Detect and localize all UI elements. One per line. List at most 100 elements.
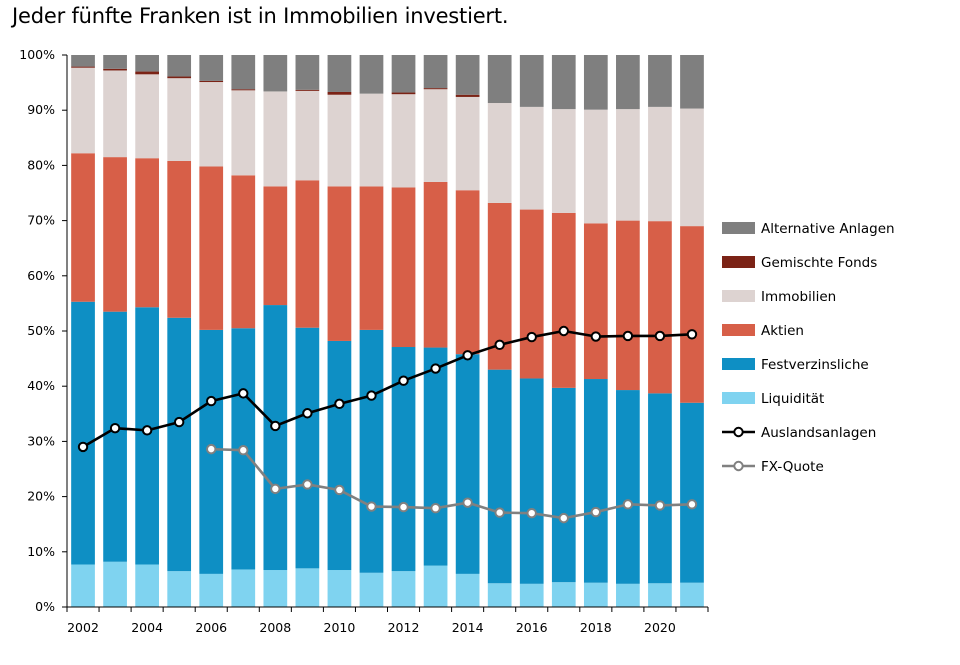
legend-swatch <box>722 324 755 336</box>
bar-liquiditat-2012 <box>391 571 416 607</box>
legend-item-fx-quote: FX-Quote <box>722 459 824 475</box>
bar-alternative-anlagen-2007 <box>231 55 256 90</box>
bar-aktien-2014 <box>455 190 480 355</box>
bar-alternative-anlagen-2003 <box>103 55 127 69</box>
legend-item-festverzinsliche: Festverzinsliche <box>722 357 869 373</box>
bar-aktien-2009 <box>295 180 320 328</box>
bar-alternative-anlagen-2016 <box>519 55 544 107</box>
bar-alternative-anlagen-2010 <box>327 55 352 92</box>
bar-gemischte-fonds-2014 <box>455 94 480 97</box>
bar-gemischte-fonds-2002 <box>71 66 95 68</box>
bar-aktien-2013 <box>423 181 448 348</box>
point-fx-quote-2013 <box>430 502 441 514</box>
point-fx-quote-2014 <box>462 497 473 508</box>
y-tick-label: 30% <box>27 433 55 448</box>
bar-liquiditat-2011 <box>359 572 384 607</box>
point-auslandsanlagen-2009 <box>302 408 313 419</box>
bar-festverzinsliche-2005 <box>167 317 192 572</box>
bar-immobilien-2017 <box>551 109 576 213</box>
bar-aktien-2021 <box>680 226 704 403</box>
point-auslandsanlagen-2007 <box>238 388 249 399</box>
bar-aktien-2005 <box>167 160 192 318</box>
x-tick-label: 2016 <box>516 620 548 635</box>
bar-liquiditat-2007 <box>231 569 256 607</box>
bar-aktien-2019 <box>616 220 640 391</box>
bar-immobilien-2006 <box>199 82 224 167</box>
bar-alternative-anlagen-2014 <box>455 55 480 95</box>
bar-immobilien-2010 <box>327 94 352 187</box>
y-tick-label: 50% <box>27 323 55 338</box>
bar-festverzinsliche-2009 <box>295 327 320 569</box>
bar-gemischte-fonds-2009 <box>295 89 320 91</box>
bar-festverzinsliche-2021 <box>680 402 704 583</box>
point-auslandsanlagen-2013 <box>430 363 441 374</box>
bar-alternative-anlagen-2004 <box>135 55 159 72</box>
bar-aktien-2016 <box>519 209 544 379</box>
legend-label: Festverzinsliche <box>761 357 869 373</box>
legend-label: Gemischte Fonds <box>761 255 877 271</box>
bar-liquiditat-2015 <box>487 583 512 607</box>
point-auslandsanlagen-2003 <box>109 422 121 434</box>
bar-aktien-2012 <box>391 187 416 348</box>
bar-aktien-2011 <box>359 186 384 330</box>
point-auslandsanlagen-2004 <box>141 425 153 436</box>
bar-aktien-2020 <box>648 221 672 394</box>
bar-immobilien-2008 <box>263 91 288 187</box>
point-auslandsanlagen-2014 <box>462 350 473 361</box>
bar-festverzinsliche-2020 <box>648 393 672 584</box>
point-auslandsanlagen-2020 <box>654 330 666 342</box>
bar-immobilien-2016 <box>519 106 544 210</box>
bar-alternative-anlagen-2013 <box>423 55 448 89</box>
bar-gemischte-fonds-2006 <box>199 80 224 83</box>
bar-liquiditat-2020 <box>648 583 672 607</box>
legend-item-aktien: Aktien <box>722 323 804 339</box>
bar-immobilien-2007 <box>231 90 256 176</box>
point-fx-quote-2019 <box>622 499 634 510</box>
bar-liquiditat-2004 <box>135 564 159 607</box>
line-auslandsanlagen <box>82 329 693 449</box>
bar-aktien-2003 <box>103 157 127 312</box>
axes-layer: 0% 10% 20% 30% 40% 50% 60% 70% 80% 90% 100% 2002 200… <box>19 47 709 635</box>
bar-liquiditat-2013 <box>423 565 448 607</box>
point-fx-quote-2007 <box>238 445 249 456</box>
x-tick-label: 2018 <box>580 620 612 635</box>
bar-immobilien-2018 <box>583 109 608 224</box>
bar-festverzinsliche-2017 <box>551 387 576 583</box>
point-auslandsanlagen-2021 <box>686 329 698 340</box>
y-tick-label: 10% <box>27 544 55 559</box>
legend-label: Alternative Anlagen <box>761 221 895 237</box>
bar-festverzinsliche-2003 <box>103 311 127 562</box>
point-auslandsanlagen-2005 <box>173 416 185 428</box>
bar-immobilien-2013 <box>423 89 448 182</box>
bar-immobilien-2021 <box>680 108 704 227</box>
bar-immobilien-2002 <box>71 67 95 154</box>
bar-liquiditat-2018 <box>583 582 608 607</box>
legend-label: Immobilien <box>761 289 836 305</box>
point-auslandsanlagen-2018 <box>590 331 602 342</box>
bar-aktien-2004 <box>135 158 159 308</box>
point-fx-quote-2020 <box>654 500 666 511</box>
point-auslandsanlagen-2010 <box>334 398 345 410</box>
y-tick-label: 100% <box>19 47 55 62</box>
bar-immobilien-2004 <box>135 74 159 159</box>
point-fx-quote-2016 <box>526 507 537 519</box>
point-auslandsanlagen-2019 <box>622 330 634 342</box>
point-fx-quote-2021 <box>686 499 698 510</box>
point-fx-quote-2011 <box>366 501 377 512</box>
legend-swatch <box>722 392 755 404</box>
bar-alternative-anlagen-2011 <box>359 55 384 94</box>
legend-label: Aktien <box>761 323 804 339</box>
x-tick-label: 2008 <box>259 620 291 635</box>
bar-immobilien-2003 <box>103 70 127 158</box>
x-tick-label: 2004 <box>131 620 163 635</box>
bar-gemischte-fonds-2007 <box>231 89 256 91</box>
point-fx-quote-2006 <box>206 443 217 455</box>
bar-gemischte-fonds-2003 <box>103 68 127 71</box>
bar-aktien-2010 <box>327 186 352 341</box>
point-auslandsanlagen-2002 <box>77 441 89 453</box>
x-tick-label: 2014 <box>452 620 484 635</box>
bar-aktien-2008 <box>263 186 288 306</box>
bar-liquiditat-2008 <box>263 570 288 607</box>
point-fx-quote-2010 <box>334 484 345 496</box>
point-fx-quote-2015 <box>494 507 505 518</box>
